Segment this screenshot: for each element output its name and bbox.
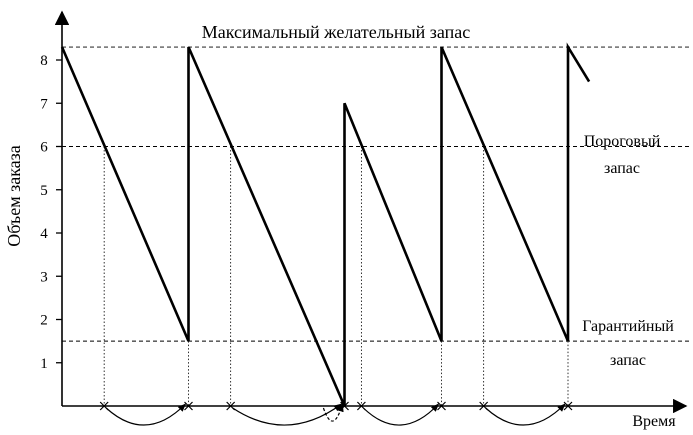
y-tick-label: 1 <box>40 356 48 372</box>
series-line-0 <box>60 42 591 407</box>
y-tick-label: 6 <box>40 140 48 156</box>
y-tick-label: 4 <box>40 226 48 242</box>
chart-title: Максимальный желательный запас <box>202 22 470 42</box>
late-delivery-arc <box>322 403 344 422</box>
y-ticks: 1 2 3 4 5 6 7 8 <box>40 53 62 372</box>
y-axis-label: Объем заказа <box>4 145 24 247</box>
drop-lines <box>103 146 569 406</box>
y-tick-label: 2 <box>40 313 48 329</box>
y-tick-label: 5 <box>40 183 48 199</box>
lead-time-arc <box>232 403 343 426</box>
y-tick-label: 8 <box>40 53 48 69</box>
safety-label: Гарантийный запас <box>582 318 674 369</box>
x-axis-label: Время <box>632 413 676 430</box>
lead-time-arc <box>485 403 566 426</box>
y-tick-label: 7 <box>40 96 48 112</box>
reference-lines <box>62 46 690 342</box>
lead-time-arc <box>105 403 187 426</box>
order-cycle-arcs <box>105 403 566 426</box>
lead-time-arc <box>362 403 440 426</box>
threshold-label: Пороговый запас <box>584 133 661 177</box>
series-layer <box>60 42 591 407</box>
y-tick-label: 3 <box>40 269 48 285</box>
